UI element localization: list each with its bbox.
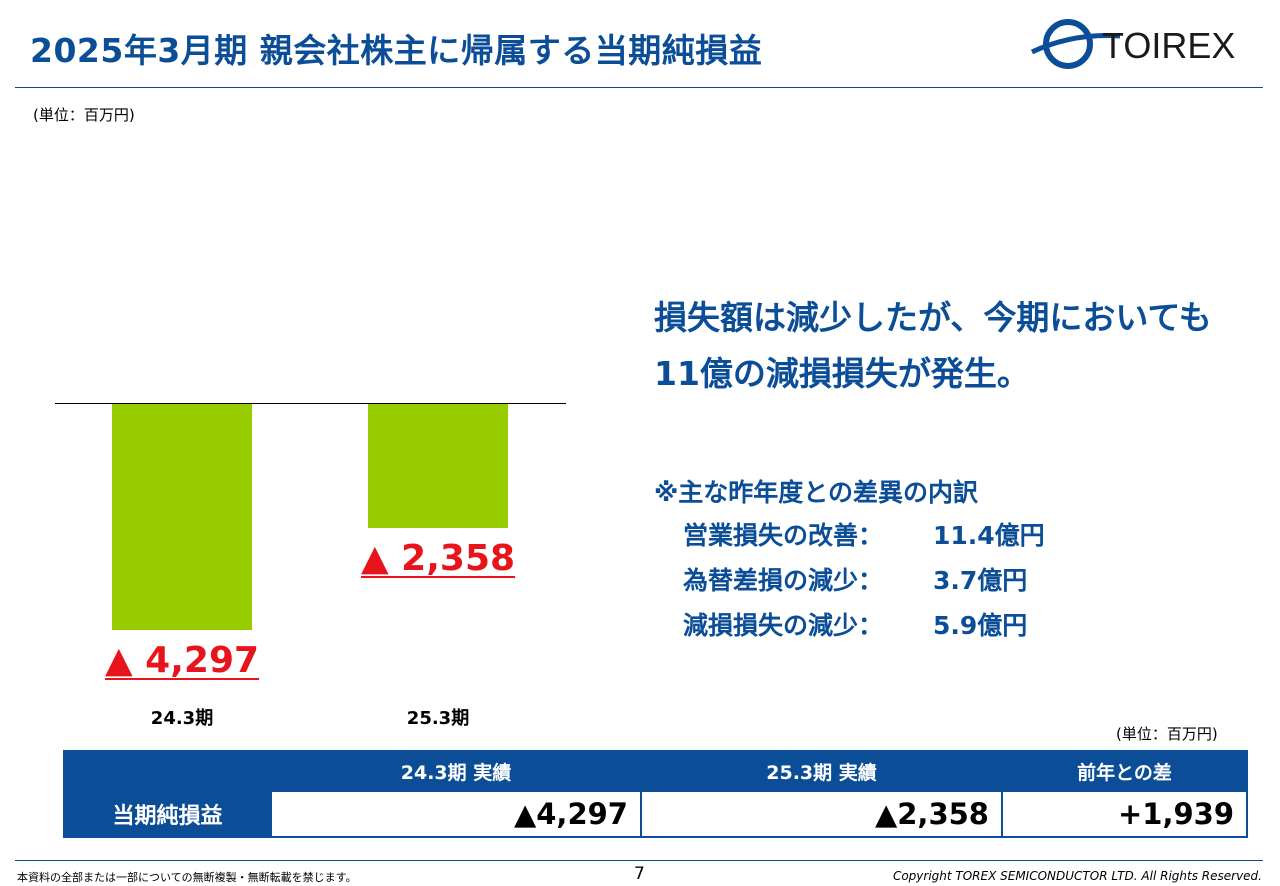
breakdown-value: 3.7億円 — [933, 566, 1028, 595]
chart-data-label: ▲ 2,358 — [360, 538, 516, 580]
net-loss-chart: ▲ 4,297 24.3期 ▲ 2,358 25.3期 — [0, 380, 600, 740]
breakdown-title: ※主な昨年度との差異の内訳 — [654, 478, 979, 507]
chart-data-label: ▲ 4,297 — [104, 640, 260, 681]
chart-baseline — [55, 403, 566, 404]
unit-label-top: (単位：百万円) — [33, 106, 135, 124]
chart-bar — [368, 404, 508, 529]
chart-category-label: 24.3期 — [150, 708, 214, 729]
chart-category-label: 25.3期 — [406, 708, 470, 729]
page-title: 2025年3月期 親会社株主に帰属する当期純損益 — [30, 31, 763, 70]
logo-text: TOIREX — [1102, 25, 1235, 66]
table-header-cell — [63, 750, 272, 792]
breakdown-value: 5.9億円 — [933, 611, 1028, 640]
footer-divider — [15, 860, 1263, 861]
summary-table: 24.3期 実績 25.3期 実績 前年との差 当期純損益 ▲4,297 ▲2,… — [63, 750, 1248, 838]
breakdown-label: 減損損失の減少： — [683, 611, 884, 640]
footer-notice: 本資料の全部または一部についての無断複製・無断転載を禁じます。 — [17, 871, 357, 884]
table-row: 当期純損益 ▲4,297 ▲2,358 +1,939 — [63, 790, 1248, 838]
logo-icon: TOIREX — [1030, 19, 1235, 69]
table-header-row: 24.3期 実績 25.3期 実績 前年との差 — [63, 750, 1248, 792]
headline-commentary: 損失額は減少したが、今期においても 11億の減損損失が発生。 — [654, 290, 1212, 402]
table-header-cell: 前年との差 — [1001, 750, 1248, 792]
breakdown-label: 営業損失の改善： — [683, 521, 884, 550]
table-header-cell: 24.3期 実績 — [270, 750, 642, 792]
chart-bar — [112, 404, 252, 630]
breakdown-item: 為替差損の減少： 3.7億円 — [683, 561, 1027, 597]
table-row-label: 当期純損益 — [63, 790, 272, 838]
headline-line-2: 11億の減損損失が発生。 — [654, 354, 1030, 393]
headline-line-1: 損失額は減少したが、今期においても — [654, 298, 1212, 337]
table-header-cell: 25.3期 実績 — [640, 750, 1003, 792]
page-number: 7 — [634, 864, 645, 884]
torex-logo: TOIREX — [1030, 14, 1245, 76]
breakdown-value: 11.4億円 — [933, 521, 1045, 550]
breakdown-label: 為替差損の減少： — [683, 566, 884, 595]
table-cell: +1,939 — [1001, 790, 1248, 838]
table-cell: ▲2,358 — [640, 790, 1003, 838]
table-cell: ▲4,297 — [270, 790, 642, 838]
footer-copyright: Copyright TOREX SEMICONDUCTOR LTD. All R… — [892, 869, 1262, 883]
breakdown-item: 営業損失の改善： 11.4億円 — [683, 516, 1045, 552]
unit-label-table: (単位：百万円) — [1116, 725, 1218, 743]
title-divider — [15, 87, 1263, 88]
breakdown-item: 減損損失の減少： 5.9億円 — [683, 606, 1027, 642]
